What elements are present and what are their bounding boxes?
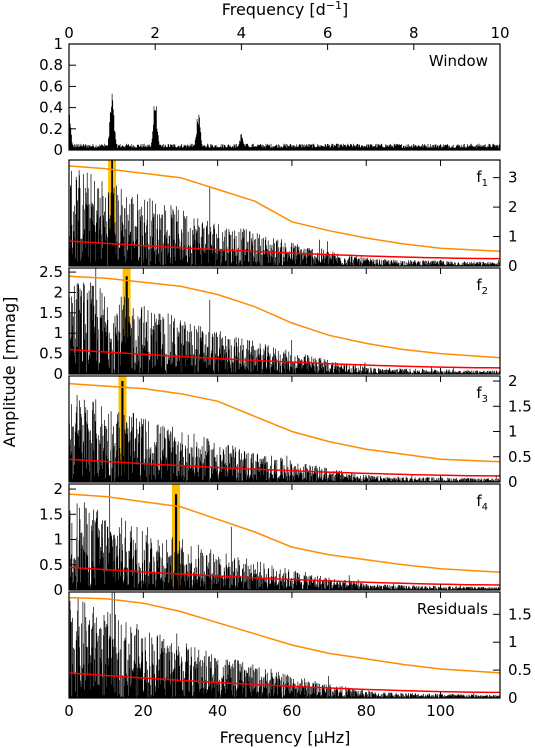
panel-f2: 0 0.5 1 1.5 2 2.5 f2 bbox=[39, 263, 501, 383]
panel-frame bbox=[68, 483, 501, 591]
top-x-tick-label: 2 bbox=[150, 24, 160, 42]
y-tick-label: 1.5 bbox=[508, 397, 532, 415]
y-tick-label: 2 bbox=[53, 480, 63, 498]
top-x-tick-label: 10 bbox=[490, 24, 509, 42]
y-tick-label: 1 bbox=[508, 423, 518, 441]
y-tick-label: 1.5 bbox=[39, 505, 63, 523]
panel-label: f2 bbox=[476, 276, 488, 297]
y-tick-label: 0.4 bbox=[39, 99, 63, 117]
bottom-x-tick-label: 80 bbox=[357, 702, 376, 720]
panel-frame bbox=[68, 591, 501, 699]
y-tick-label: 0.5 bbox=[39, 345, 63, 363]
significance-threshold-curve bbox=[68, 165, 501, 253]
noise-mean-curve bbox=[68, 348, 501, 369]
y-tick-label: 0 bbox=[508, 257, 518, 275]
top-axis-title: Frequency [d−1] bbox=[222, 0, 349, 19]
panel-f1: 0 1 2 3 f1 bbox=[68, 159, 518, 275]
y-tick-label: 0.5 bbox=[508, 448, 532, 466]
panels-group: 00.20.40.60.81Window0123f100.511.522.5f2… bbox=[39, 24, 532, 720]
bottom-x-tick-label: 20 bbox=[134, 702, 153, 720]
bottom-axis-title: Frequency [μHz] bbox=[220, 728, 351, 747]
y-axis-title: Amplitude [mmag] bbox=[0, 297, 19, 448]
y-tick-label: 1.5 bbox=[508, 605, 532, 623]
y-tick-label: 0.8 bbox=[39, 56, 63, 74]
panel-label: f3 bbox=[476, 384, 488, 405]
y-tick-label: 1 bbox=[53, 531, 63, 549]
y-tick-label: 0 bbox=[508, 473, 518, 491]
panel-label: f4 bbox=[476, 492, 488, 513]
noise-mean-curve bbox=[68, 566, 501, 586]
y-tick-label: 0 bbox=[53, 365, 63, 383]
top-x-tick-label: 8 bbox=[409, 24, 419, 42]
panel-frame bbox=[68, 43, 501, 151]
y-tick-label: 2.5 bbox=[39, 263, 63, 281]
spectrum-trace bbox=[68, 268, 501, 374]
spectrum-trace bbox=[68, 160, 501, 266]
noise-mean-curve bbox=[68, 240, 500, 260]
y-tick-label: 0.2 bbox=[39, 120, 63, 138]
y-tick-label: 1.5 bbox=[39, 304, 63, 322]
y-tick-label: 0 bbox=[508, 689, 518, 707]
panel-f3: 0 0.5 1 1.5 2 f3 bbox=[68, 372, 532, 491]
y-tick-label: 1 bbox=[508, 633, 518, 651]
panel-label: Window bbox=[429, 52, 488, 70]
bottom-x-tick-label: 100 bbox=[426, 702, 455, 720]
y-tick-label: 0.6 bbox=[39, 77, 63, 95]
y-tick-label: 3 bbox=[508, 169, 518, 187]
bottom-x-tick-label: 40 bbox=[208, 702, 227, 720]
significance-threshold-curve bbox=[68, 493, 501, 574]
top-x-tick-label: 6 bbox=[323, 24, 333, 42]
y-tick-label: 2 bbox=[53, 283, 63, 301]
noise-mean-curve bbox=[68, 458, 500, 477]
panel-label: Residuals bbox=[417, 600, 488, 618]
spectrum-trace bbox=[68, 381, 501, 482]
panel-frame bbox=[68, 267, 501, 375]
significance-threshold-curve bbox=[68, 596, 501, 674]
top-x-tick-label: 4 bbox=[237, 24, 247, 42]
y-tick-label: 2 bbox=[508, 198, 518, 216]
bottom-x-tick-label: 60 bbox=[282, 702, 301, 720]
top-x-tick-label: 0 bbox=[64, 24, 74, 42]
panel-frame bbox=[68, 159, 501, 267]
y-tick-label: 1 bbox=[508, 228, 518, 246]
significance-threshold-curve bbox=[68, 382, 501, 463]
y-tick-label: 1 bbox=[53, 324, 63, 342]
y-tick-label: 1 bbox=[53, 35, 63, 53]
panel-frame bbox=[68, 375, 501, 483]
significance-threshold-curve bbox=[68, 275, 501, 359]
y-tick-label: 0 bbox=[53, 141, 63, 159]
noise-mean-curve bbox=[68, 672, 500, 694]
y-tick-label: 0 bbox=[53, 581, 63, 599]
panel-f4: 0 0.5 1 1.5 2 f4 bbox=[39, 480, 501, 599]
y-tick-label: 0.5 bbox=[39, 556, 63, 574]
bottom-x-tick-label: 0 bbox=[64, 702, 74, 720]
panel-window: 0 0.2 0.4 0.6 0.8 1 Window bbox=[39, 35, 501, 159]
panel-label: f1 bbox=[476, 168, 488, 189]
panel-residuals: 0 0.5 1 1.5 Residuals bbox=[68, 591, 532, 707]
y-tick-label: 0.5 bbox=[508, 661, 532, 679]
spectrum-trace bbox=[68, 93, 501, 150]
y-tick-label: 2 bbox=[508, 372, 518, 390]
